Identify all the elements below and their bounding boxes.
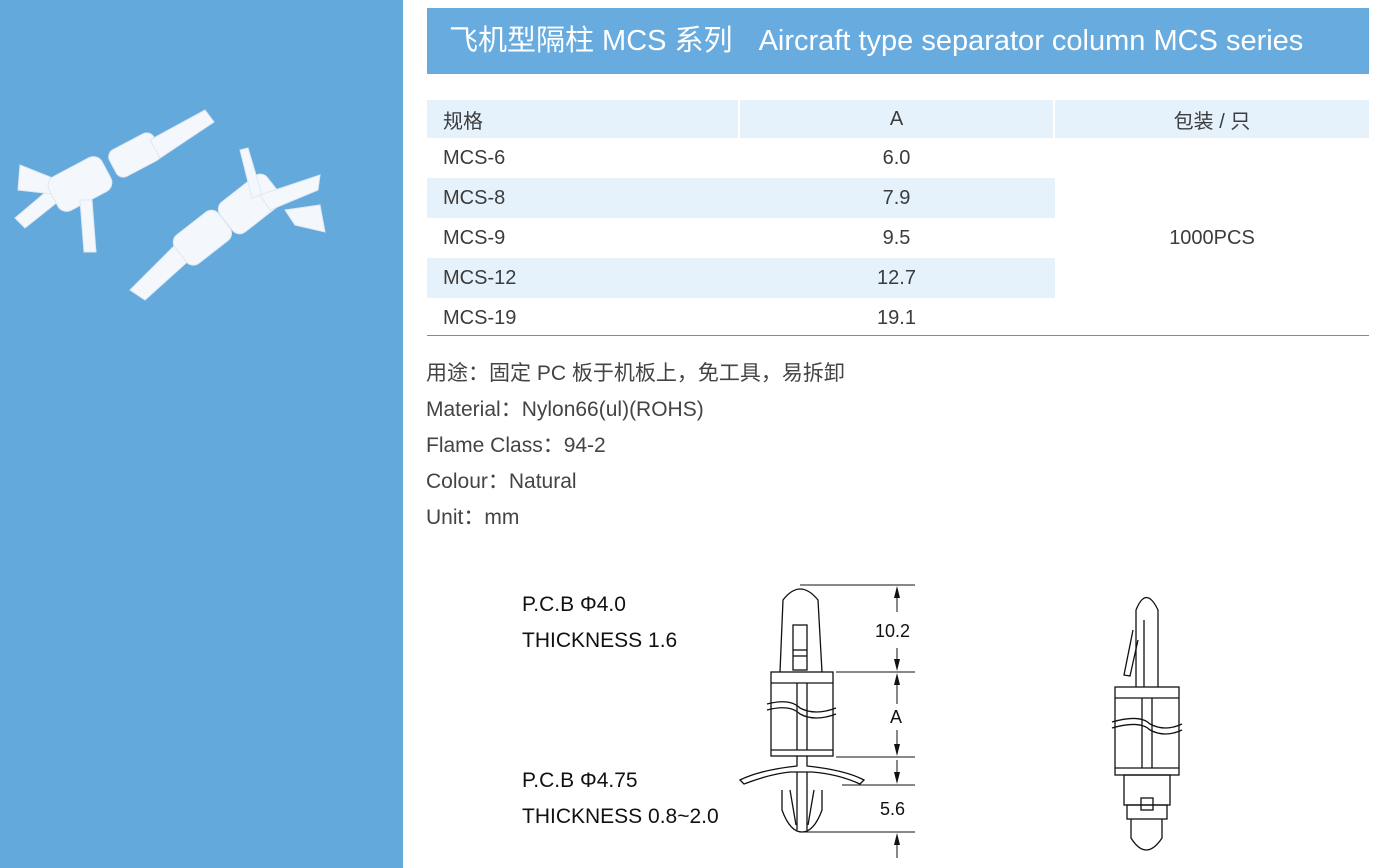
section-title-banner: 飞机型隔柱 MCS 系列 Aircraft type separator colu… [427,8,1369,74]
table-row: MCS-12 12.7 [427,258,1369,298]
cell-a: 7.9 [740,178,1055,218]
table-row: MCS-19 19.1 [427,298,1369,338]
dim-bottom-label: 5.6 [880,799,906,819]
dimension-arrows [894,586,900,845]
header-spec: 规格 [427,100,740,138]
cell-model: MCS-9 [443,226,506,249]
cell-a: 6.0 [882,146,911,169]
table-bottom-rule [427,335,1369,336]
table-header-row: 规格 A 包装 / 只 [427,100,1369,138]
top-pcb-label: P.C.B Φ4.0 [522,593,626,616]
header-a: A [740,100,1055,138]
dimension-lines [800,584,915,858]
header-packing: 包装 / 只 [1055,100,1369,138]
cell-model: MCS-12 [427,258,740,298]
title-en: Aircraft type separator column MCS serie… [758,25,1304,57]
note-usage: 用途：固定 PC 板于机板上，免工具，易拆卸 [426,362,845,385]
spacer-left [14,109,215,253]
cell-a: 9.5 [882,226,911,249]
note-colour: Colour：Natural [426,470,577,493]
sidebar-panel [0,0,403,868]
cell-packing: 1000PCS [1169,226,1255,249]
note-flame-class: Flame Class：94-2 [426,434,606,457]
top-thickness-label: THICKNESS 1.6 [522,629,678,652]
bottom-pcb-label: P.C.B Φ4.75 [522,769,638,792]
spec-table: 规格 A 包装 / 只 MCS-6 6.0 1000PCS MCS-8 7.9 … [427,100,1369,338]
front-view [738,588,866,833]
cell-model: MCS-19 [443,306,517,329]
table-row: MCS-8 7.9 [427,178,1369,218]
note-unit: Unit：mm [426,506,520,529]
note-material: Material：Nylon66(ul)(ROHS) [426,398,704,421]
title-cn: 飞机型隔柱 MCS 系列 [449,25,733,57]
dim-top-label: 10.2 [875,621,911,641]
spacer-right [129,147,326,301]
spec-notes: 用途：固定 PC 板于机板上，免工具，易拆卸 Material：Nylon66(… [426,356,845,536]
cell-model: MCS-6 [443,146,506,169]
table-row: MCS-9 9.5 [427,218,1369,258]
table-row: MCS-6 6.0 1000PCS [427,138,1369,249]
product-photo [14,109,326,301]
bottom-thickness-label: THICKNESS 0.8~2.0 [522,805,719,828]
cell-model: MCS-8 [427,178,740,218]
cell-a: 12.7 [740,258,1055,298]
side-view [1111,596,1183,851]
cell-a: 19.1 [877,306,916,329]
dim-a-label: A [890,707,903,727]
